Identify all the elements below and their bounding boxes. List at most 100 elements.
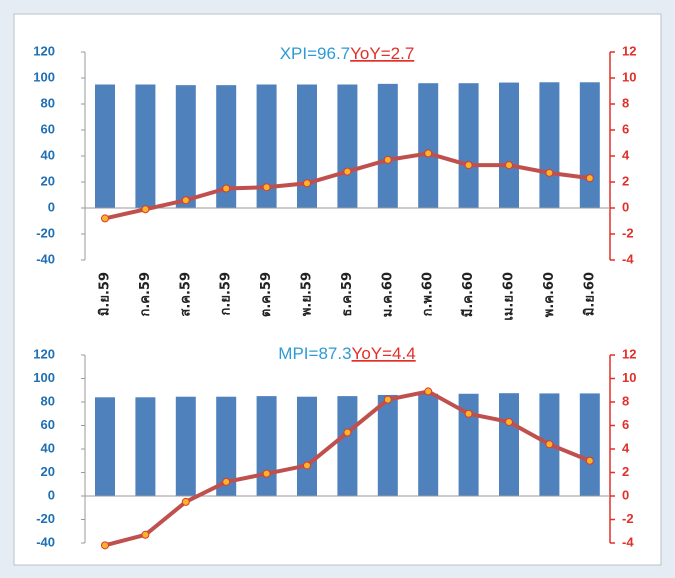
marker xyxy=(141,205,150,214)
bar xyxy=(337,396,358,496)
marker xyxy=(383,155,392,164)
bar xyxy=(297,84,317,208)
x-tick-label: ก.พ.60 xyxy=(421,272,436,316)
x-tick-label: มี.ค.60 xyxy=(460,272,476,317)
bar xyxy=(297,396,317,496)
y-tick-label: 60 xyxy=(41,121,55,136)
y2-tick-label: 10 xyxy=(622,69,636,84)
chart-title: XPI=96.7YoY=2.7 xyxy=(280,44,415,63)
y-tick-label: 60 xyxy=(41,417,55,432)
marker xyxy=(343,428,352,437)
y2-tick-label: 6 xyxy=(622,417,629,432)
bar xyxy=(377,83,398,208)
x-tick-label: ธ.ค.59 xyxy=(340,272,355,317)
marker xyxy=(181,196,190,205)
y-tick-label: 120 xyxy=(33,346,55,361)
y-tick-label: 40 xyxy=(41,147,55,162)
y2-tick-label: 12 xyxy=(622,43,636,58)
bar xyxy=(418,83,439,208)
y-tick-label: -20 xyxy=(36,225,55,240)
bar xyxy=(579,393,600,496)
y2-tick-label: -4 xyxy=(622,251,634,266)
bar xyxy=(458,83,479,208)
marker xyxy=(545,440,554,449)
y-tick-label: 100 xyxy=(33,69,55,84)
bar xyxy=(418,393,439,496)
y2-tick-label: 12 xyxy=(622,346,636,361)
x-tick-label: ม.ค.60 xyxy=(380,272,395,317)
y2-tick-label: 6 xyxy=(622,121,629,136)
y-tick-label: 20 xyxy=(41,464,55,479)
y2-tick-label: 4 xyxy=(622,147,630,162)
y-tick-label: 100 xyxy=(33,370,55,385)
bar xyxy=(458,393,479,496)
marker xyxy=(505,161,513,170)
marker xyxy=(222,477,231,486)
y-tick-label: -40 xyxy=(36,534,55,549)
y2-tick-label: 8 xyxy=(622,393,629,408)
marker xyxy=(424,149,433,158)
x-tick-label: พ.ย.59 xyxy=(300,272,315,316)
y2-tick-label: 4 xyxy=(622,440,630,455)
marker xyxy=(222,184,231,193)
y-tick-label: 40 xyxy=(41,440,55,455)
marker xyxy=(181,497,190,506)
bar xyxy=(377,394,398,496)
bar xyxy=(135,84,156,208)
x-tick-label: มิ.ย.60 xyxy=(582,272,597,316)
y2-tick-label: 2 xyxy=(622,173,629,188)
bar xyxy=(216,85,237,208)
marker xyxy=(101,541,109,550)
marker xyxy=(101,214,109,223)
marker xyxy=(303,461,311,470)
bar xyxy=(175,396,196,496)
marker xyxy=(262,183,271,192)
y2-tick-label: -4 xyxy=(622,534,634,549)
marker xyxy=(585,174,594,183)
bar xyxy=(95,84,115,208)
y-tick-label: 80 xyxy=(41,393,55,408)
marker xyxy=(585,456,594,465)
y-tick-label: 120 xyxy=(33,43,55,58)
annotation: YoY=4.4 xyxy=(352,344,416,363)
marker xyxy=(464,161,473,170)
bar xyxy=(175,85,196,208)
x-tick-label: พ.ค.60 xyxy=(542,272,557,317)
x-tick-label: มิ.ย.59 xyxy=(98,272,113,316)
x-tick-label: ก.ย.59 xyxy=(219,272,234,315)
x-tick-label: ส.ค.59 xyxy=(178,272,193,317)
bar xyxy=(95,397,115,496)
marker xyxy=(262,469,271,478)
marker xyxy=(424,387,433,396)
bar xyxy=(499,82,519,208)
y2-tick-label: 0 xyxy=(622,487,629,502)
bar xyxy=(256,84,277,208)
annotation: YoY=2.7 xyxy=(350,44,414,63)
bar xyxy=(135,397,156,496)
bar xyxy=(539,82,560,208)
marker xyxy=(383,395,392,404)
y2-tick-label: -2 xyxy=(622,511,634,526)
chart-title: MPI=87.3YoY=4.4 xyxy=(278,344,415,363)
y2-tick-label: 0 xyxy=(622,199,629,214)
marker xyxy=(545,168,554,177)
y2-tick-label: 10 xyxy=(622,370,636,385)
y-tick-label: 0 xyxy=(48,487,55,502)
x-tick-label: ต.ค.59 xyxy=(259,272,274,317)
marker xyxy=(303,179,311,188)
y2-tick-label: 2 xyxy=(622,464,629,479)
title: MPI=87.3 xyxy=(278,344,351,363)
y-tick-label: 20 xyxy=(41,173,55,188)
marker xyxy=(343,167,352,176)
y2-tick-label: -2 xyxy=(622,225,634,240)
bar xyxy=(216,396,237,496)
bar xyxy=(579,82,600,208)
bar xyxy=(499,393,519,496)
y2-tick-label: 8 xyxy=(622,95,629,110)
title: XPI=96.7 xyxy=(280,44,350,63)
y-tick-label: 80 xyxy=(41,95,55,110)
marker xyxy=(505,417,513,426)
bar xyxy=(256,396,277,496)
x-tick-label: เม.ย.60 xyxy=(502,272,517,321)
